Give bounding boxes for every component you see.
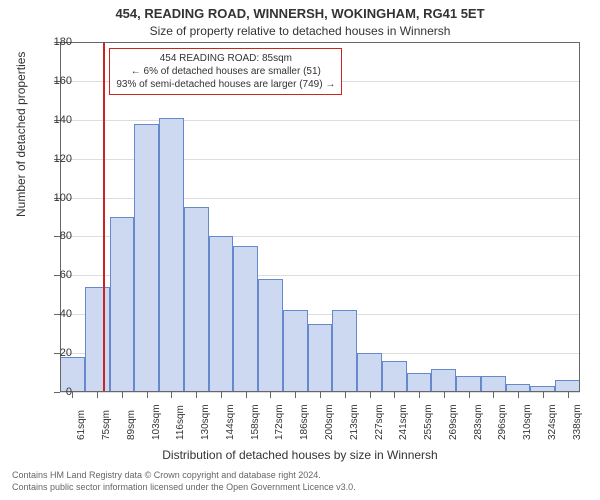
xtick [147, 392, 148, 398]
xtick [270, 392, 271, 398]
ytick-label: 80 [42, 230, 72, 242]
ytick-label: 120 [42, 153, 72, 165]
xtick [518, 392, 519, 398]
xtick [97, 392, 98, 398]
xtick-label: 283sqm [473, 404, 484, 440]
plot-area: 454 READING ROAD: 85sqm ← 6% of detached… [60, 42, 580, 392]
xtick [493, 392, 494, 398]
footer-line-2: Contains public sector information licen… [12, 482, 356, 492]
xtick-label: 130sqm [200, 404, 211, 440]
xtick [320, 392, 321, 398]
xtick-label: 158sqm [250, 404, 261, 440]
ytick-label: 40 [42, 308, 72, 320]
xtick-label: 75sqm [101, 410, 112, 440]
ytick-label: 20 [42, 347, 72, 359]
chart-title-main: 454, READING ROAD, WINNERSH, WOKINGHAM, … [0, 6, 600, 21]
xtick-label: 144sqm [225, 404, 236, 440]
xtick-label: 213sqm [349, 404, 360, 440]
info-line-2: ← 6% of detached houses are smaller (51) [116, 65, 335, 78]
histogram-chart: 454, READING ROAD, WINNERSH, WOKINGHAM, … [0, 0, 600, 500]
xtick-label: 227sqm [374, 404, 385, 440]
xtick-label: 172sqm [274, 404, 285, 440]
xtick [221, 392, 222, 398]
info-line-3: 93% of semi-detached houses are larger (… [116, 78, 335, 91]
chart-title-sub: Size of property relative to detached ho… [0, 24, 600, 38]
xtick [122, 392, 123, 398]
xtick [196, 392, 197, 398]
footer-line-1: Contains HM Land Registry data © Crown c… [12, 470, 321, 480]
ytick-label: 60 [42, 269, 72, 281]
xtick-label: 310sqm [522, 404, 533, 440]
xtick-label: 255sqm [423, 404, 434, 440]
xtick [72, 392, 73, 398]
xtick [345, 392, 346, 398]
xtick-label: 241sqm [398, 404, 409, 440]
xtick [246, 392, 247, 398]
xtick [394, 392, 395, 398]
xtick-label: 338sqm [572, 404, 583, 440]
ytick-label: 180 [42, 36, 72, 48]
xtick [370, 392, 371, 398]
xtick-label: 200sqm [324, 404, 335, 440]
xtick [469, 392, 470, 398]
info-line-1: 454 READING ROAD: 85sqm [116, 52, 335, 65]
info-box: 454 READING ROAD: 85sqm ← 6% of detached… [109, 48, 342, 95]
xtick-label: 61sqm [76, 410, 87, 440]
ytick-label: 0 [42, 386, 72, 398]
xtick [171, 392, 172, 398]
ytick-label: 140 [42, 114, 72, 126]
ytick-label: 160 [42, 75, 72, 87]
x-axis-label: Distribution of detached houses by size … [0, 448, 600, 462]
xtick-label: 103sqm [151, 404, 162, 440]
xtick-label: 116sqm [175, 405, 186, 440]
xtick-label: 186sqm [299, 404, 310, 440]
xtick [419, 392, 420, 398]
xtick-label: 269sqm [448, 404, 459, 440]
xtick-label: 296sqm [497, 404, 508, 440]
xtick [295, 392, 296, 398]
xtick-label: 89sqm [126, 410, 137, 440]
ytick-label: 100 [42, 192, 72, 204]
y-axis-label: Number of detached properties [14, 52, 28, 217]
xtick [568, 392, 569, 398]
xtick-label: 324sqm [547, 404, 558, 440]
xtick [444, 392, 445, 398]
xtick [543, 392, 544, 398]
